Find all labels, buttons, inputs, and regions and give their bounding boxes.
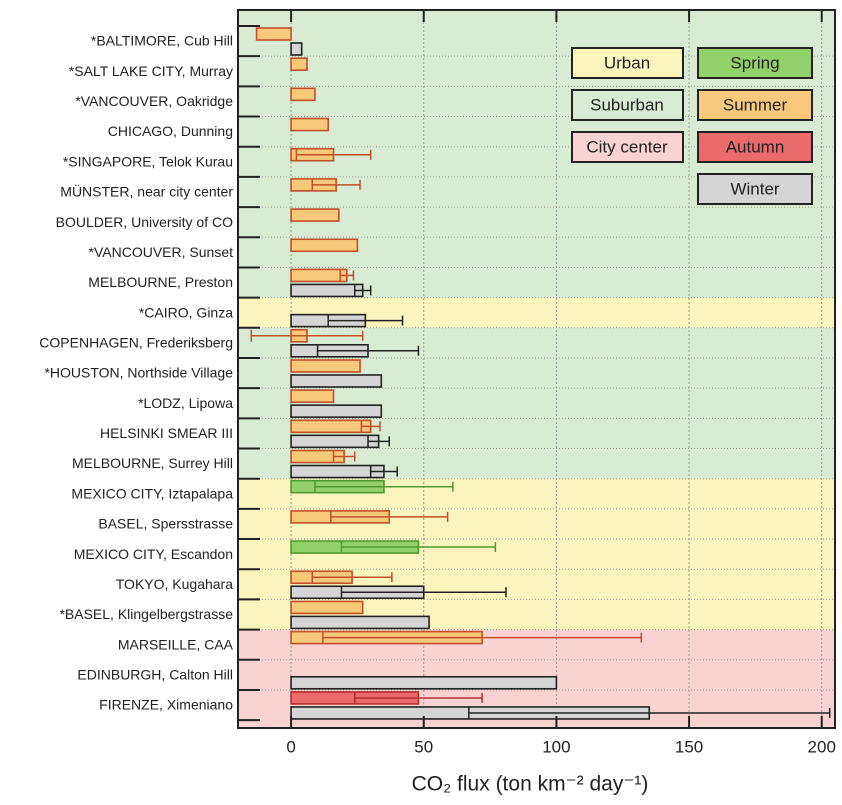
category-label: MÜNSTER, near city center	[60, 183, 233, 200]
category-label: *BASEL, Klingelbergstrasse	[59, 606, 233, 622]
bar	[290, 404, 383, 418]
category-label: BASEL, Spersstrasse	[98, 516, 233, 532]
x-tick-label: 50	[414, 737, 433, 756]
legend-label: Suburban	[590, 95, 664, 114]
bar	[290, 283, 364, 298]
category-label: BOULDER, University of CO	[56, 214, 233, 230]
bar	[290, 87, 316, 102]
legend-swatch	[697, 47, 813, 79]
bar	[255, 27, 292, 41]
error-bar	[332, 450, 356, 463]
category-label: *BALTIMORE, Cub Hill	[91, 33, 233, 49]
x-tick-label: 200	[808, 737, 836, 756]
bar	[290, 238, 359, 253]
category-label: *SALT LAKE CITY, Murray	[69, 63, 233, 79]
legend-swatch	[697, 89, 813, 121]
bar	[290, 359, 361, 373]
legend-swatch	[697, 131, 813, 163]
error-bar	[314, 480, 454, 493]
x-tick-label: 0	[286, 737, 295, 756]
category-label: MEXICO CITY, Iztapalapa	[71, 485, 233, 501]
category-label: *LODZ, Lipowa	[138, 395, 233, 411]
legend-label: Summer	[723, 95, 788, 114]
plot-frame	[237, 9, 836, 729]
legend-label: Autumn	[726, 137, 785, 156]
bar	[290, 600, 364, 615]
category-label: EDINBURGH, Calton Hill	[77, 666, 233, 682]
legend-label: Winter	[730, 179, 779, 198]
error-bar	[339, 269, 355, 282]
bar	[290, 615, 430, 630]
error-bar	[353, 691, 483, 704]
category-label: HELSINKI SMEAR III	[100, 425, 233, 441]
bar	[290, 268, 348, 283]
error-bar	[311, 178, 361, 191]
error-bar	[311, 571, 393, 584]
category-label: *VANCOUVER, Sunset	[89, 244, 234, 260]
bar	[290, 419, 372, 434]
category-label: MEXICO CITY, Escandon	[74, 546, 233, 562]
error-bar	[369, 465, 398, 478]
legend-label: Spring	[730, 53, 779, 72]
category-label: *VANCOUVER, Oakridge	[75, 93, 233, 109]
x-axis-label: CO₂ flux (ton km⁻² day⁻¹)	[412, 773, 649, 796]
category-label: MELBOURNE, Surrey Hill	[72, 455, 233, 471]
error-bar	[340, 541, 497, 554]
category-label: TOKYO, Kugahara	[116, 576, 233, 592]
category-label: *CAIRO, Ginza	[139, 304, 233, 320]
error-bar	[353, 284, 372, 297]
x-tick-label: 100	[542, 737, 570, 756]
legend-swatch	[697, 173, 813, 205]
x-tick-label: 150	[675, 737, 703, 756]
bar	[290, 374, 383, 388]
category-label: MARSEILLE, CAA	[118, 636, 234, 652]
bar	[290, 389, 335, 403]
error-bar	[327, 314, 404, 327]
bar	[290, 42, 303, 56]
bar	[290, 434, 380, 449]
error-bar	[330, 510, 449, 523]
category-label: FIRENZE, Ximeniano	[99, 697, 233, 713]
error-bar	[316, 344, 420, 357]
legend-swatch	[571, 47, 684, 79]
legend-swatch	[571, 131, 684, 163]
legend-swatch	[571, 89, 684, 121]
legend-label: Urban	[604, 53, 650, 72]
error-bar	[250, 329, 364, 342]
error-bar	[360, 420, 381, 433]
category-label: *HOUSTON, Northside Village	[44, 365, 233, 381]
category-label: MELBOURNE, Preston	[88, 274, 233, 290]
bar	[290, 57, 308, 71]
error-bar	[367, 435, 390, 448]
error-bar	[322, 631, 643, 644]
error-bar	[340, 586, 507, 599]
bar	[290, 675, 558, 690]
category-label: CHICAGO, Dunning	[108, 123, 233, 139]
bar	[290, 208, 340, 222]
legend-label: City center	[586, 137, 668, 156]
category-label: *SINGAPORE, Telok Kurau	[63, 153, 233, 169]
error-bar	[295, 148, 372, 161]
category-label: COPENHAGEN, Frederiksberg	[39, 335, 233, 351]
bar	[290, 117, 330, 132]
error-bar	[468, 706, 831, 719]
